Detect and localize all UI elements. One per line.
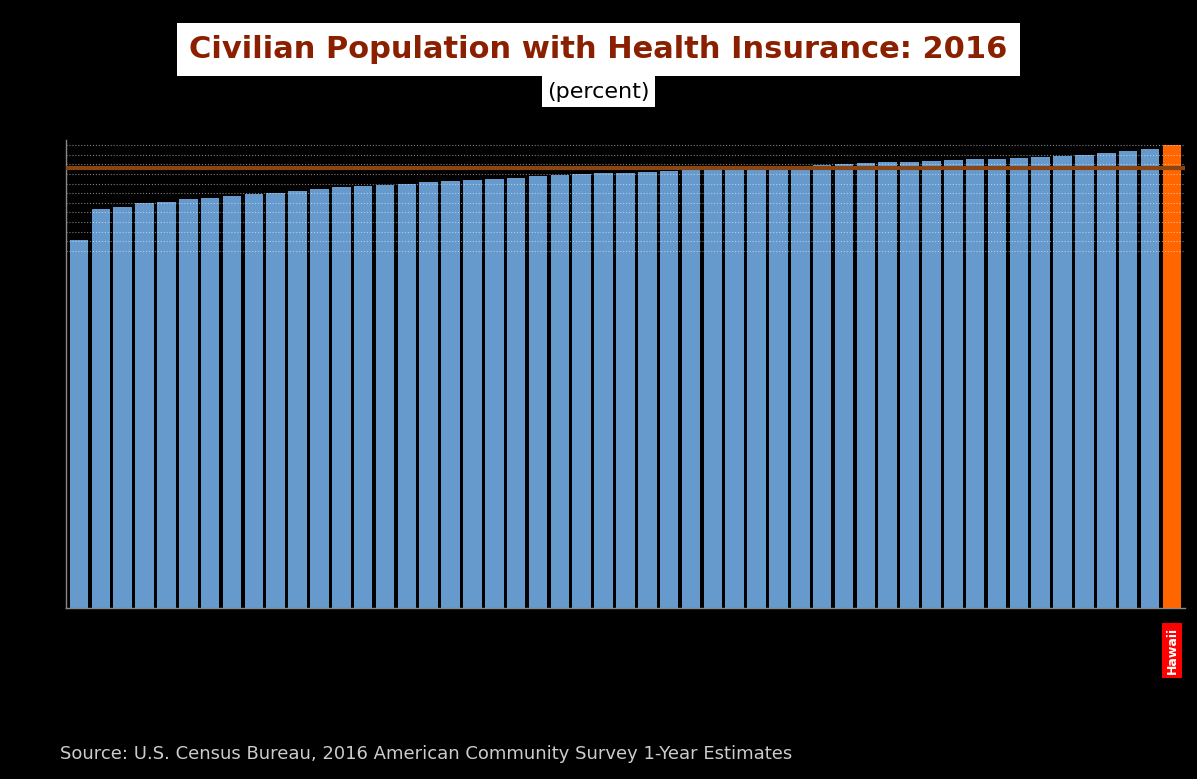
Bar (1141, 149, 1160, 608)
Bar (201, 198, 219, 608)
Bar (157, 202, 176, 608)
Bar (310, 189, 329, 608)
Bar (922, 161, 941, 608)
Bar (660, 171, 679, 608)
Bar (485, 178, 504, 608)
Text: Hawaii: Hawaii (1166, 627, 1178, 674)
Bar (244, 194, 263, 608)
Bar (135, 203, 154, 608)
Bar (354, 186, 372, 608)
Bar (506, 178, 525, 608)
Bar (91, 209, 110, 608)
Bar (114, 206, 132, 608)
Bar (1009, 157, 1028, 608)
Text: Source: U.S. Census Bureau, 2016 American Community Survey 1-Year Estimates: Source: U.S. Census Bureau, 2016 America… (60, 746, 792, 763)
Bar (747, 167, 766, 608)
Bar (223, 196, 242, 608)
Bar (551, 175, 569, 608)
Bar (791, 166, 809, 608)
Bar (879, 162, 897, 608)
Bar (682, 170, 700, 608)
Bar (529, 176, 547, 608)
Text: Civilian Population with Health Insurance: 2016: Civilian Population with Health Insuranc… (189, 35, 1008, 64)
Bar (1053, 156, 1071, 608)
Bar (1032, 157, 1050, 608)
Bar (1119, 151, 1137, 608)
Bar (419, 182, 438, 608)
Bar (900, 162, 919, 608)
Bar (267, 193, 285, 608)
Bar (463, 180, 481, 608)
Bar (69, 240, 89, 608)
Bar (638, 171, 657, 608)
Bar (397, 184, 417, 608)
Bar (288, 191, 306, 608)
Bar (857, 164, 875, 608)
Bar (834, 164, 853, 608)
Bar (1096, 153, 1116, 608)
Bar (1162, 145, 1181, 608)
Bar (813, 165, 832, 608)
Text: (percent): (percent) (547, 82, 650, 102)
Bar (616, 172, 634, 608)
Bar (442, 182, 460, 608)
Bar (376, 185, 394, 608)
Bar (180, 199, 198, 608)
Bar (988, 159, 1007, 608)
Bar (704, 169, 722, 608)
Bar (944, 160, 962, 608)
Bar (572, 174, 591, 608)
Bar (1075, 155, 1094, 608)
Bar (594, 174, 613, 608)
Bar (725, 168, 745, 608)
Bar (966, 160, 984, 608)
Bar (332, 188, 351, 608)
Bar (770, 167, 788, 608)
